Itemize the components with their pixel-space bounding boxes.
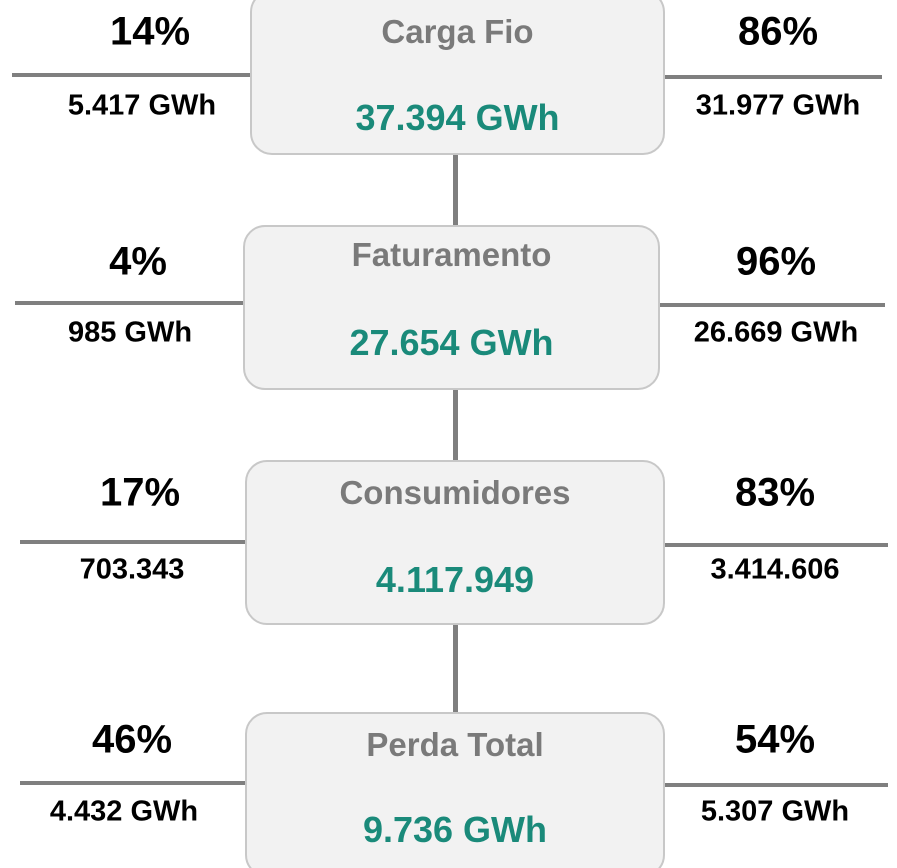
right-value: 31.977 GWh — [695, 89, 861, 122]
left-percent: 46% — [91, 717, 173, 762]
right-percent: 83% — [734, 470, 816, 515]
split-line — [665, 543, 888, 547]
split-line — [12, 73, 250, 77]
stage-value: 37.394 GWh — [355, 97, 560, 138]
stage-box — [245, 460, 665, 625]
split-line — [20, 540, 245, 544]
left-value: 703.343 — [79, 553, 185, 586]
left-value: 4.432 GWh — [49, 795, 199, 828]
connector-line — [453, 155, 458, 715]
stage-label: Consumidores — [339, 474, 571, 511]
split-line — [665, 75, 882, 79]
stage-box — [243, 225, 660, 390]
split-line — [20, 781, 245, 785]
stage-label: Perda Total — [366, 726, 544, 763]
left-value: 5.417 GWh — [67, 89, 217, 122]
split-line — [665, 783, 888, 787]
stage-value: 9.736 GWh — [362, 809, 548, 850]
stage-value: 4.117.949 — [375, 559, 535, 600]
right-value: 5.307 GWh — [700, 795, 850, 828]
left-percent: 14% — [109, 9, 191, 54]
right-value: 26.669 GWh — [693, 316, 859, 349]
right-value: 3.414.606 — [710, 553, 840, 586]
split-line — [660, 303, 885, 307]
left-value: 985 GWh — [67, 316, 193, 349]
stage-label: Faturamento — [351, 236, 552, 273]
right-percent: 54% — [734, 717, 816, 762]
right-percent: 86% — [737, 9, 819, 54]
left-percent: 4% — [109, 239, 167, 284]
stage-box — [250, 0, 665, 155]
split-line — [15, 301, 243, 305]
right-percent: 96% — [735, 239, 817, 284]
stage-value: 27.654 GWh — [349, 322, 554, 363]
left-percent: 17% — [99, 470, 181, 515]
stage-label: Carga Fio — [381, 13, 534, 50]
stage-box — [245, 712, 665, 868]
